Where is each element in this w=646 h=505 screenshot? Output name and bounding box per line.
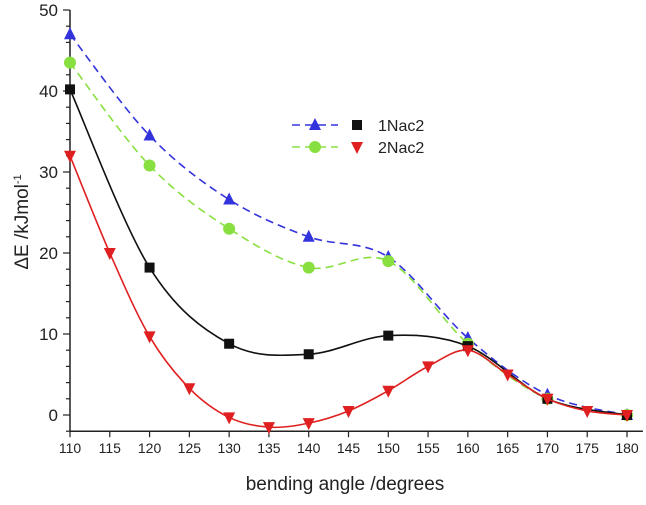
legend-label: 2Nac2 <box>378 140 424 157</box>
y-axis-label-superscript: -1 <box>12 174 24 184</box>
y-tick-label: 30 <box>39 163 58 182</box>
x-tick-label: 155 <box>416 440 440 456</box>
triangle-down-marker <box>143 331 156 344</box>
square-marker <box>383 330 394 341</box>
y-axis-label: ΔE /kJmol-1 <box>12 174 33 269</box>
square-marker <box>65 84 75 95</box>
triangle-up-marker <box>143 128 156 141</box>
circle-marker <box>64 56 76 69</box>
x-tick-label: 160 <box>456 440 480 456</box>
y-tick-label: 0 <box>49 406 58 425</box>
triangle-down-marker <box>621 410 633 422</box>
triangle-up-marker <box>223 192 236 205</box>
series-1 <box>64 56 633 421</box>
triangle-down-marker <box>382 385 395 398</box>
triangle-down-marker <box>581 405 594 418</box>
triangle-down-marker <box>302 418 315 431</box>
y-tick-label: 20 <box>39 244 58 263</box>
legend: 1Nac2 2Nac2 <box>292 118 424 157</box>
plot-area <box>64 27 633 435</box>
triangle-down-marker <box>183 383 196 396</box>
triangle-down-marker <box>223 412 236 425</box>
triangle-down-marker <box>262 422 275 435</box>
circle-marker <box>382 255 395 268</box>
circle-marker <box>143 159 156 172</box>
triangle-down-marker <box>342 405 355 418</box>
x-tick-label: 140 <box>297 440 321 456</box>
x-tick-label: 110 <box>59 440 82 456</box>
series-line <box>69 62 628 416</box>
x-tick-label: 125 <box>178 440 202 456</box>
series-3 <box>64 150 633 435</box>
x-tick-label: 120 <box>138 440 162 456</box>
square-marker <box>144 262 155 273</box>
axes: 110 115 120 125 130 135 140 145 150 155 160 165 170 1… <box>39 1 643 456</box>
legend-label: 1Nac2 <box>378 118 424 135</box>
x-tick-label: 170 <box>536 440 560 456</box>
x-tick-label: 180 <box>615 440 639 456</box>
triangle-down-marker <box>461 345 474 358</box>
circle-marker <box>309 141 321 153</box>
triangle-down-marker <box>351 142 363 154</box>
x-tick-label: 165 <box>496 440 520 456</box>
triangle-up-marker <box>309 118 321 130</box>
series-line <box>69 33 628 416</box>
x-tick-label: 150 <box>377 440 401 456</box>
series-0 <box>64 27 633 420</box>
x-axis-label: bending angle /degrees <box>246 474 445 495</box>
x-tick-label: 135 <box>257 440 281 456</box>
y-tick-label: 40 <box>39 82 58 101</box>
triangle-down-marker <box>501 369 514 382</box>
triangle-down-marker <box>103 248 116 260</box>
y-tick-label: 50 <box>39 1 58 20</box>
circle-marker <box>302 261 315 274</box>
y-tick-label: 10 <box>39 325 58 344</box>
circle-marker <box>223 222 236 235</box>
square-marker <box>352 120 362 130</box>
x-tick-label: 115 <box>99 440 122 456</box>
x-tick-label: 145 <box>337 440 361 456</box>
x-tick-label: 175 <box>576 440 600 456</box>
triangle-down-marker <box>64 150 76 163</box>
series-line <box>69 155 628 429</box>
x-tick-label: 130 <box>217 440 241 456</box>
triangle-up-marker <box>302 229 315 242</box>
triangle-down-marker <box>541 393 554 406</box>
triangle-down-marker <box>422 361 435 374</box>
square-marker <box>224 338 235 349</box>
triangle-up-marker <box>64 27 76 40</box>
square-marker <box>303 349 314 360</box>
